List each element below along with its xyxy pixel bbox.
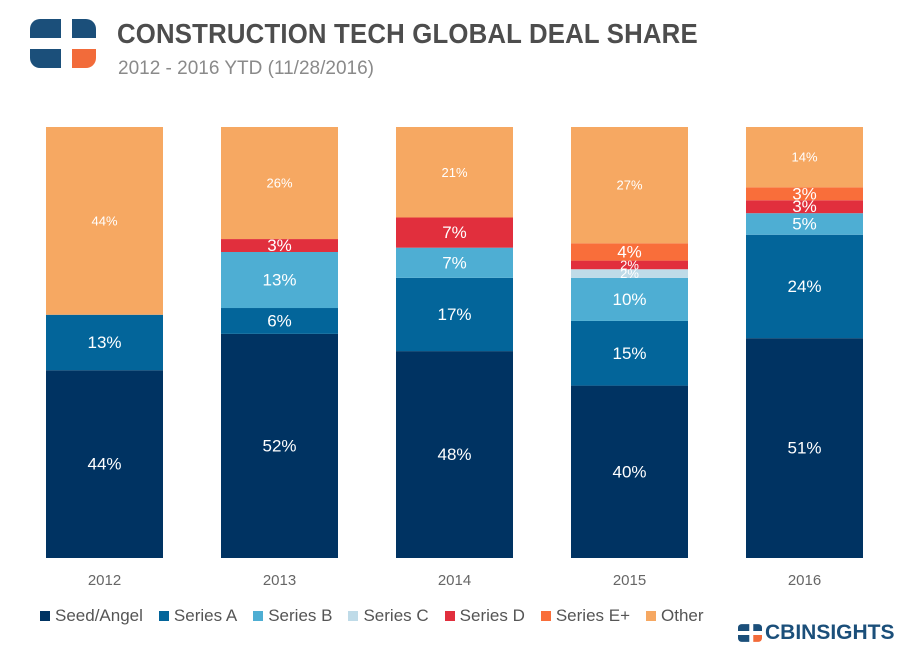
legend-item-series-a: Series A [158, 606, 238, 626]
chart-title: CONSTRUCTION TECH GLOBAL DEAL SHARE [117, 18, 698, 49]
bar-series-d-2016 [746, 200, 863, 214]
legend-item-series-c: Series C [348, 606, 429, 626]
bar-series-b-2016 [746, 213, 863, 235]
bar-series-a-2013 [221, 308, 338, 334]
bar-series-d-2015 [571, 260, 688, 270]
x-tick-label-2013: 2013 [263, 572, 296, 589]
bar-series-a-2016 [746, 234, 863, 339]
bar-series-d-2013 [221, 239, 338, 252]
legend-item-seed-angel: Seed/Angel [40, 606, 143, 626]
legend-swatch-series-b [253, 611, 264, 621]
bar-other-2016 [746, 127, 863, 188]
legend-swatch-other [646, 611, 657, 621]
data-label-other-2015: 27% [616, 178, 642, 193]
data-label-series-c-2015: 2% [620, 266, 639, 281]
data-label-series-b-2014: 7% [442, 253, 467, 272]
brand-icon [738, 624, 762, 642]
data-label-seed-angel-2014: 48% [437, 445, 471, 464]
bar-other-2013 [221, 127, 338, 240]
bar-series-b-2013 [221, 251, 338, 309]
legend-item-series-b: Series B [253, 606, 332, 626]
cb-insights-logo [30, 19, 96, 68]
bar-series-a-2012 [46, 314, 163, 371]
bar-series-b-2014 [396, 247, 513, 278]
data-label-seed-angel-2013: 52% [262, 436, 296, 455]
data-label-seed-angel-2012: 44% [87, 455, 121, 474]
data-label-series-a-2013: 6% [267, 311, 292, 330]
legend-swatch-series-c [348, 611, 359, 621]
bar-series-b-2015 [571, 277, 688, 321]
legend-label-seed-angel: Seed/Angel [55, 606, 143, 625]
data-label-other-2013: 26% [266, 176, 292, 191]
legend-swatch-series-d [444, 611, 455, 621]
legend-item-series-e: Series E+ [540, 606, 631, 626]
chart-legend: Seed/Angel Series A Series B Series C Series… [40, 606, 720, 626]
data-label-series-e-2016: 3% [792, 184, 817, 203]
bar-other-2014 [396, 127, 513, 218]
data-label-series-e-2015: 4% [617, 242, 642, 261]
data-label-series-a-2015: 15% [612, 344, 646, 363]
data-label-series-d-2015: 2% [620, 257, 639, 272]
bar-series-e-2016 [746, 187, 863, 201]
data-label-series-d-2014: 7% [442, 223, 467, 242]
legend-label-other: Other [661, 606, 704, 625]
bar-seed-angel-2012 [46, 370, 163, 558]
bar-seed-angel-2016 [746, 338, 863, 558]
data-label-other-2012: 44% [91, 213, 117, 228]
data-label-other-2016: 14% [791, 150, 817, 165]
bar-series-a-2015 [571, 320, 688, 386]
legend-label-series-a: Series A [173, 606, 238, 625]
legend-label-series-e: Series E+ [555, 606, 631, 625]
legend-swatch-series-e [540, 611, 551, 621]
bar-other-2015 [571, 127, 688, 244]
legend-swatch-series-a [158, 611, 169, 621]
data-label-series-b-2013: 13% [262, 271, 296, 290]
x-tick-label-2015: 2015 [613, 572, 646, 589]
bar-seed-angel-2014 [396, 351, 513, 558]
brand-footer: CBINSIGHTS [738, 621, 895, 645]
data-label-series-d-2016: 3% [792, 197, 817, 216]
bar-series-c-2015 [571, 269, 688, 278]
legend-label-series-b: Series B [268, 606, 333, 625]
bar-series-e-2015 [571, 243, 688, 261]
legend-label-series-c: Series C [363, 606, 429, 625]
x-tick-label-2014: 2014 [438, 572, 471, 589]
data-label-seed-angel-2015: 40% [612, 462, 646, 481]
bar-series-d-2014 [396, 217, 513, 248]
data-label-series-b-2016: 5% [792, 214, 817, 233]
data-label-series-d-2013: 3% [267, 236, 292, 255]
chart-subtitle: 2012 - 2016 YTD (11/28/2016) [118, 58, 374, 79]
data-label-series-a-2012: 13% [87, 333, 121, 352]
bar-seed-angel-2015 [571, 385, 688, 558]
legend-item-series-d: Series D [444, 606, 525, 626]
legend-label-series-d: Series D [459, 606, 525, 625]
x-tick-label-2012: 2012 [88, 572, 121, 589]
stacked-bar-chart: 44% 13% 44% 2012 52% 6% 13% 3% 26% 2013 48% 17% 7% 7%… [46, 127, 863, 589]
data-label-seed-angel-2016: 51% [787, 439, 821, 458]
bar-seed-angel-2013 [221, 333, 338, 558]
bar-series-a-2014 [396, 277, 513, 352]
x-tick-label-2016: 2016 [788, 572, 821, 589]
data-label-series-b-2015: 10% [612, 290, 646, 309]
data-label-other-2014: 21% [441, 165, 467, 180]
data-label-series-a-2016: 24% [787, 277, 821, 296]
bar-other-2012 [46, 127, 163, 315]
legend-item-other: Other [646, 606, 704, 626]
legend-swatch-seed-angel [40, 611, 50, 621]
brand-name: CBINSIGHTS [765, 621, 895, 644]
data-label-series-a-2014: 17% [437, 305, 471, 324]
